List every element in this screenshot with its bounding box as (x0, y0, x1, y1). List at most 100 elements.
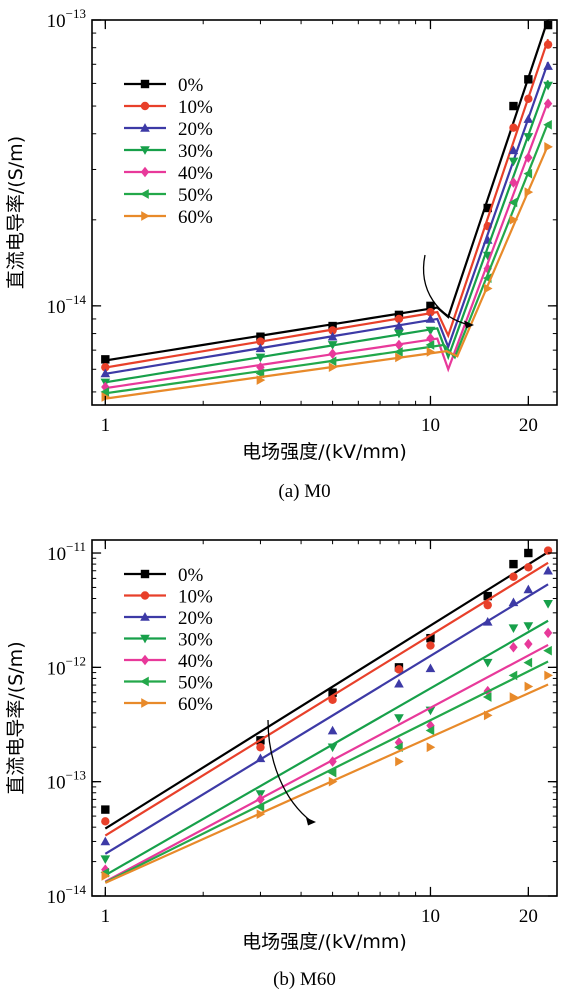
y-tick-label: 10−14 (47, 292, 87, 318)
series-40pct (101, 627, 553, 883)
y-tick-label: 10−11 (47, 539, 86, 565)
data-point (395, 756, 404, 767)
data-point (508, 597, 519, 607)
data-point (425, 314, 436, 323)
data-point (509, 214, 519, 225)
series-60pct (101, 670, 553, 884)
chart-panel-a: 1 10 20 10−14 10−13 电场强度/(kV/mm) 直流电导率/(S/m) (a… (5, 6, 558, 502)
data-point (524, 187, 534, 197)
series-line (105, 80, 550, 384)
panel-caption: (b) M60 (273, 969, 336, 990)
data-point (100, 387, 110, 397)
legend-entry: 0% (124, 565, 204, 586)
legend-label: 60% (178, 207, 213, 228)
series-20pct (100, 565, 553, 855)
legend-label: 30% (178, 141, 213, 162)
data-point (523, 622, 534, 631)
data-point (426, 633, 435, 643)
series-30pct (100, 599, 553, 877)
data-point (543, 81, 553, 91)
legend-entry: 50% (124, 185, 213, 206)
data-point (394, 329, 404, 339)
data-point (255, 753, 266, 763)
series-10pct (101, 546, 553, 837)
legend-label: 40% (178, 163, 213, 184)
data-point (256, 809, 266, 819)
data-point (482, 658, 493, 668)
data-point (508, 157, 519, 167)
data-point (483, 591, 492, 601)
data-point (327, 725, 338, 735)
series-30pct (100, 80, 553, 388)
legend-entry: 40% (124, 163, 213, 184)
data-point (523, 657, 533, 668)
data-point (328, 326, 337, 335)
data-point (101, 805, 110, 814)
x-tick-label: 20 (519, 415, 538, 436)
data-point (425, 326, 436, 336)
data-point (508, 624, 519, 634)
data-point (328, 695, 337, 705)
legend-label: 30% (178, 630, 213, 651)
data-point (425, 725, 435, 736)
data-point (255, 343, 266, 353)
data-point (543, 20, 553, 30)
data-point (425, 663, 436, 673)
data-point (328, 321, 337, 331)
x-tick-label: 1 (101, 906, 111, 927)
data-point (544, 670, 553, 681)
y-tick-label: 10−14 (47, 882, 87, 908)
legend-entry: 40% (124, 651, 213, 672)
data-point (327, 356, 337, 367)
data-point (524, 681, 534, 692)
legend-label: 50% (178, 673, 213, 694)
x-tick-label: 10 (421, 906, 440, 927)
data-point (101, 381, 110, 393)
data-point (543, 645, 552, 656)
data-point (426, 333, 435, 344)
series-line (105, 122, 550, 395)
data-point (508, 197, 518, 208)
data-point (482, 617, 493, 626)
data-point (100, 855, 111, 864)
data-point (523, 168, 533, 179)
data-point (509, 177, 518, 188)
y-axis-label: 直流电导率/(S/m) (5, 136, 27, 289)
data-point (544, 142, 553, 152)
data-point (426, 347, 436, 357)
legend-label: 20% (178, 608, 213, 629)
series-line (104, 561, 549, 837)
data-point (256, 794, 265, 805)
data-point (426, 308, 435, 317)
data-point (509, 559, 518, 569)
data-point (543, 119, 552, 130)
data-point (426, 301, 435, 311)
y-axis-label: 直流电导率/(S/m) (5, 641, 27, 794)
legend-label: 10% (178, 97, 213, 118)
data-point (100, 836, 111, 846)
data-point (483, 710, 493, 721)
legend-entry: 20% (124, 119, 213, 140)
data-point (328, 362, 338, 373)
data-point (256, 743, 265, 752)
legend-entry: 20% (124, 608, 213, 629)
data-point (101, 817, 110, 826)
plot-area (100, 20, 553, 402)
x-axis-label: 电场强度/(kV/mm) (242, 441, 407, 463)
data-point (328, 348, 337, 359)
data-point (394, 714, 404, 723)
data-point (395, 352, 404, 363)
legend-entry: 30% (124, 141, 213, 162)
data-point (394, 321, 404, 330)
data-point (509, 641, 518, 653)
y-tick-label: 10−13 (47, 768, 86, 794)
data-point (524, 152, 533, 163)
data-point (508, 670, 518, 681)
data-point (524, 563, 533, 572)
data-point (394, 678, 404, 688)
data-point (524, 94, 533, 104)
data-point (524, 548, 533, 558)
data-point (543, 40, 553, 49)
legend-entry: 10% (124, 97, 213, 118)
legend-label: 40% (178, 651, 213, 672)
